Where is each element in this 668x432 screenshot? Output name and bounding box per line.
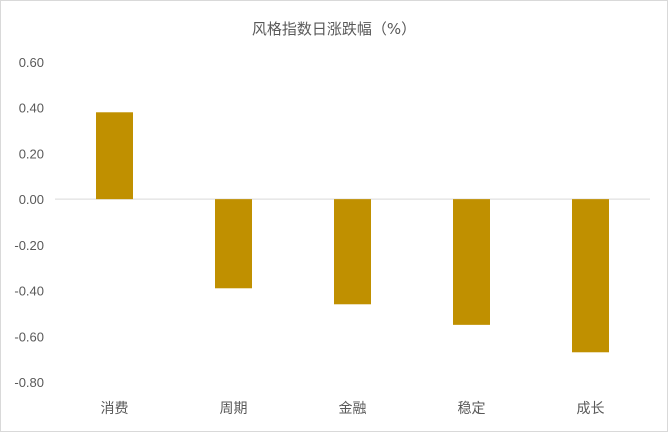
bar <box>572 199 609 353</box>
y-tick-label: -0.60 <box>14 329 44 344</box>
chart-title: 风格指数日涨跌幅（%） <box>251 20 417 38</box>
y-tick-label: 0.60 <box>19 55 44 70</box>
y-tick-label: -0.40 <box>14 284 44 299</box>
y-axis: 0.60 0.40 0.20 0.00 -0.20 -0.40 -0.60 -0.80 <box>14 55 44 390</box>
y-tick-label: -0.80 <box>14 375 44 390</box>
bar <box>215 199 252 289</box>
x-axis: 消费 周期 金融 稳定 成长 <box>101 401 605 417</box>
y-tick-label: 0.40 <box>19 101 44 116</box>
bar <box>96 112 133 200</box>
bars <box>96 112 609 353</box>
x-category-label: 周期 <box>220 401 248 417</box>
bar <box>334 199 371 305</box>
y-tick-label: 0.00 <box>19 192 44 207</box>
y-tick-label: -0.20 <box>14 238 44 253</box>
x-category-label: 消费 <box>101 401 129 417</box>
x-category-label: 稳定 <box>458 401 486 417</box>
x-category-label: 金融 <box>339 401 367 417</box>
bar <box>453 199 490 325</box>
x-category-label: 成长 <box>577 401 605 417</box>
y-tick-label: 0.20 <box>19 146 44 161</box>
